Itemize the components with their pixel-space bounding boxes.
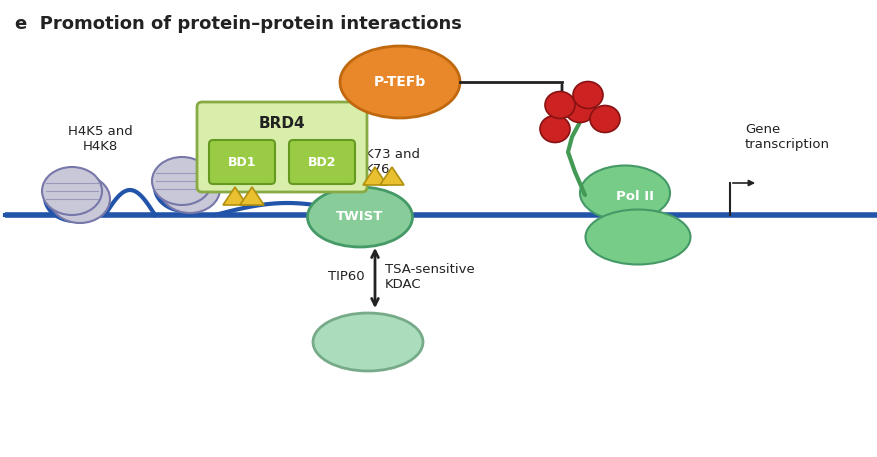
Ellipse shape xyxy=(42,167,102,215)
Ellipse shape xyxy=(340,46,460,118)
Text: BRD4: BRD4 xyxy=(259,117,305,132)
Ellipse shape xyxy=(160,165,220,213)
Ellipse shape xyxy=(586,209,690,265)
FancyBboxPatch shape xyxy=(197,102,367,192)
Text: P-TEFb: P-TEFb xyxy=(374,75,426,89)
Text: TSA-sensitive
KDAC: TSA-sensitive KDAC xyxy=(385,263,474,291)
FancyBboxPatch shape xyxy=(209,140,275,184)
Polygon shape xyxy=(380,167,404,185)
Ellipse shape xyxy=(50,175,110,223)
Text: TWIST: TWIST xyxy=(336,211,384,223)
Text: Pol II: Pol II xyxy=(616,191,654,203)
Polygon shape xyxy=(363,167,387,185)
Text: BD2: BD2 xyxy=(308,155,336,169)
Text: BD1: BD1 xyxy=(228,155,256,169)
Text: TIP60: TIP60 xyxy=(328,271,365,283)
Ellipse shape xyxy=(308,187,412,247)
Text: K73 and
K76: K73 and K76 xyxy=(365,148,420,176)
Polygon shape xyxy=(240,187,264,205)
Ellipse shape xyxy=(565,96,595,122)
Text: e  Promotion of protein–protein interactions: e Promotion of protein–protein interacti… xyxy=(15,15,462,33)
FancyBboxPatch shape xyxy=(289,140,355,184)
Ellipse shape xyxy=(573,81,603,108)
Ellipse shape xyxy=(545,91,575,118)
Ellipse shape xyxy=(580,165,670,220)
Ellipse shape xyxy=(540,116,570,143)
Ellipse shape xyxy=(152,157,212,205)
Text: H4K5 and
H4K8: H4K5 and H4K8 xyxy=(68,125,132,153)
Text: Gene
transcription: Gene transcription xyxy=(745,123,830,151)
Polygon shape xyxy=(223,187,247,205)
Ellipse shape xyxy=(590,106,620,133)
Ellipse shape xyxy=(313,313,423,371)
